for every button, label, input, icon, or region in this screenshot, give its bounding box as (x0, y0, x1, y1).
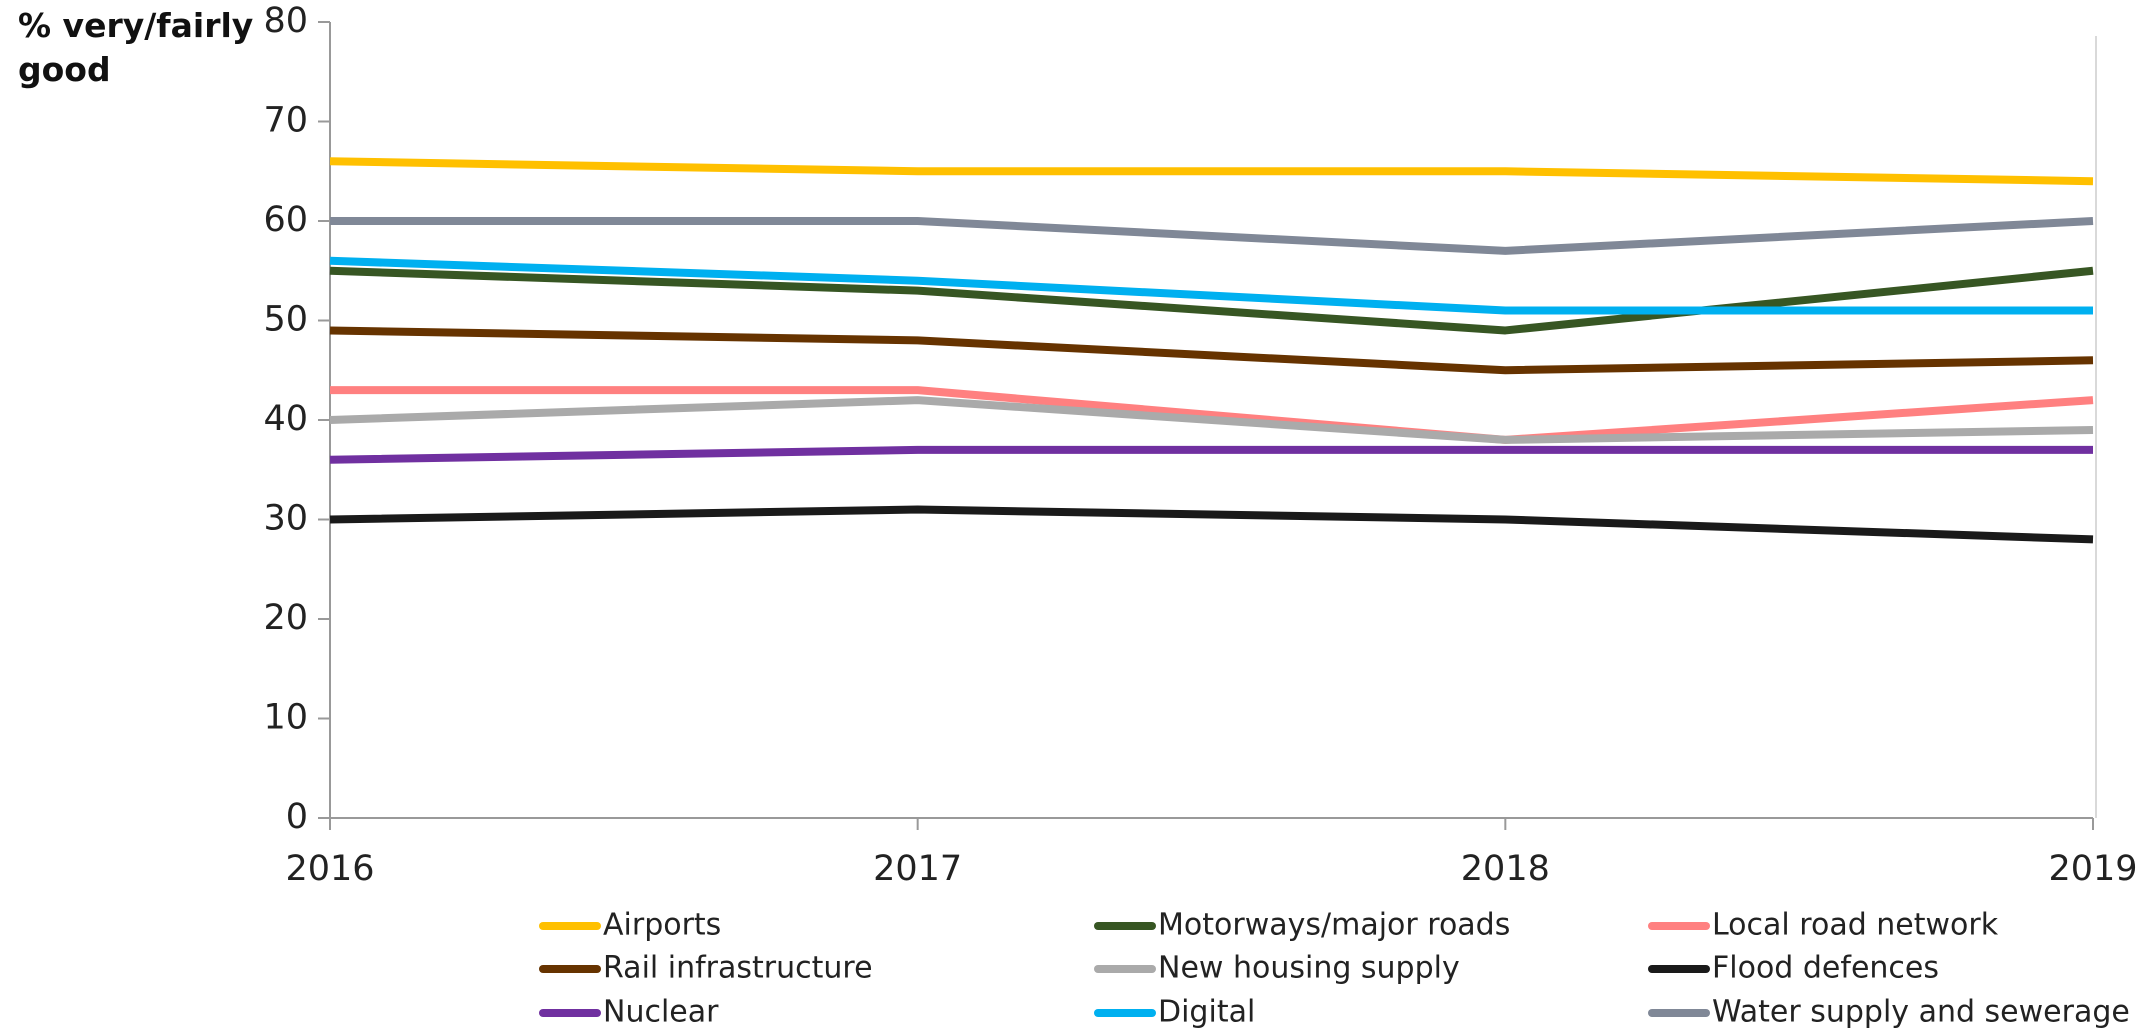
x-tick-label: 2016 (285, 849, 374, 889)
y-tick-label: 20 (263, 598, 308, 638)
series-line (329, 445, 2093, 464)
series-line (329, 266, 2094, 335)
legend-label: New housing supply (1158, 951, 1460, 986)
legend-label: Rail infrastructure (603, 951, 873, 986)
legend-label: Motorways/major roads (1158, 908, 1510, 943)
x-tick-label: 2018 (1461, 849, 1550, 889)
series-line (329, 396, 2094, 444)
y-tick-label: 40 (263, 399, 308, 439)
legend-label: Water supply and sewerage (1712, 995, 2130, 1030)
y-tick-label: 60 (263, 200, 308, 240)
x-tick-label: 2017 (873, 849, 962, 889)
series-line (329, 256, 2093, 315)
series-line (329, 157, 2094, 186)
x-tick-label: 2019 (2048, 849, 2137, 889)
legend-label: Flood defences (1712, 951, 1939, 986)
legend-label: Airports (603, 908, 721, 943)
y-tick-label: 30 (263, 499, 308, 539)
series-line (330, 386, 2094, 444)
series-line (329, 326, 2094, 375)
legend-label: Local road network (1712, 908, 1999, 943)
y-tick-label: 10 (263, 698, 308, 738)
legend-label: Nuclear (603, 995, 719, 1030)
y-axis-label: % very/fairly good (18, 6, 254, 89)
y-tick-label: 0 (286, 797, 308, 837)
y-tick-label: 80 (263, 1, 308, 41)
legend-label: Digital (1158, 995, 1255, 1030)
series-line (329, 505, 2094, 544)
series-line (330, 217, 2094, 255)
y-tick-label: 70 (263, 101, 308, 141)
y-tick-label: 50 (263, 300, 308, 340)
